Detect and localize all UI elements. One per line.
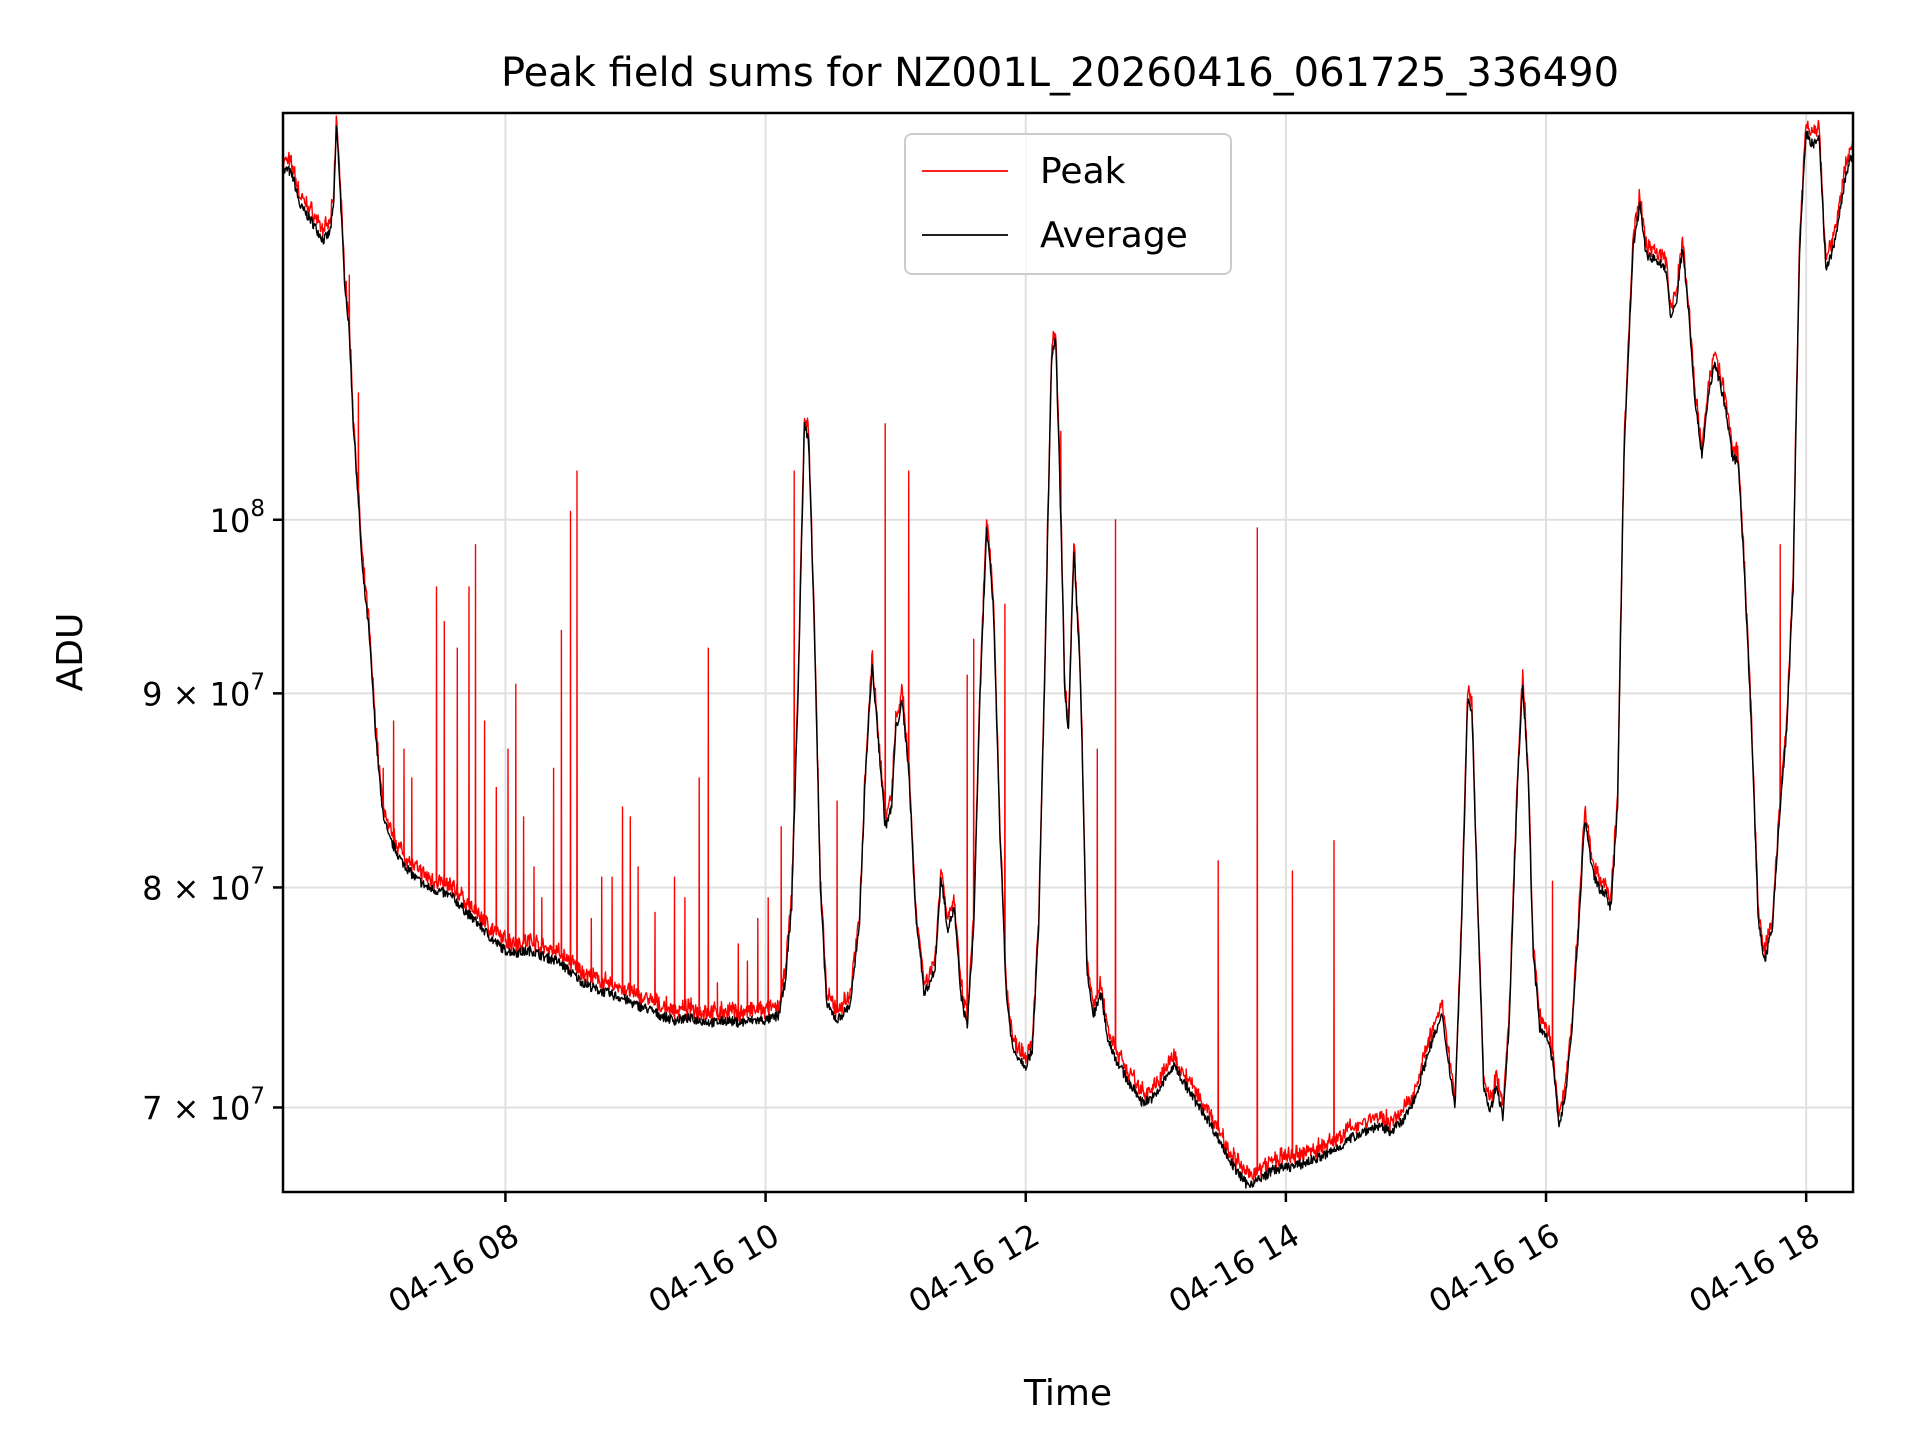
legend: Peak Average — [904, 133, 1232, 275]
x-axis-label: Time — [1023, 1373, 1112, 1414]
legend-average-label: Average — [1040, 215, 1188, 256]
y-tick-label: 8 × 107 — [142, 863, 265, 907]
grid-lines — [283, 113, 1853, 1192]
series-average — [283, 125, 1853, 1189]
y-tick-label: 9 × 107 — [142, 669, 265, 713]
y-axis-label: ADU — [50, 613, 91, 692]
chart-title: Peak field sums for NZ001L_20260416_0617… — [501, 50, 1619, 96]
average-line — [283, 125, 1853, 1189]
y-tick-label: 108 — [210, 496, 265, 540]
legend-peak-label: Peak — [1040, 151, 1126, 192]
y-axis: 7 × 107 8 × 107 9 × 107 108 — [142, 496, 283, 1127]
plot-frame — [281, 111, 1855, 1194]
y-tick-label: 7 × 107 — [142, 1083, 265, 1127]
legend-box — [904, 133, 1232, 275]
